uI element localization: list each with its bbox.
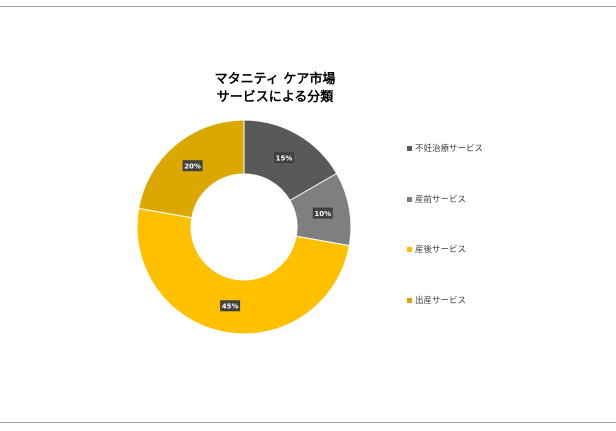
data-label-text-postnatal: 45% [222, 303, 239, 311]
legend-swatch-prenatal [407, 196, 412, 202]
chart-title-line-1: マタニティ ケア市場 [214, 72, 336, 87]
legend-item-postnatal: 産後サービス [407, 241, 466, 257]
data-label-box-delivery [182, 160, 203, 172]
data-label-postnatal: 45% [220, 300, 241, 312]
legend-label-prenatal: 産前サービス [415, 195, 467, 205]
data-label-text-delivery: 20% [184, 163, 201, 171]
data-label-infertility: 15% [274, 152, 294, 164]
data-label-prenatal: 10% [312, 207, 333, 219]
legend-swatch-delivery [407, 297, 412, 303]
data-label-text-prenatal: 10% [314, 210, 331, 218]
legend-swatch-infertility [407, 145, 412, 151]
chart-title: マタニティ ケア市場 サービスによる分類 [175, 71, 375, 107]
legend-label-postnatal: 産後サービス [415, 245, 467, 255]
chart-title-line-2: サービスによる分類 [216, 90, 334, 105]
bottom-border-line [0, 422, 616, 423]
top-border-line [0, 6, 616, 7]
legend-item-delivery: 出産サービス [407, 292, 466, 308]
donut-slice-postnatal [136, 207, 350, 335]
data-label-delivery: 20% [182, 160, 203, 172]
data-label-box-infertility [274, 152, 294, 164]
legend-item-infertility: 不妊治療サービス [407, 140, 483, 156]
legend-label-delivery: 出産サービス [415, 296, 467, 306]
legend-swatch-postnatal [407, 246, 412, 252]
data-label-text-infertility: 15% [276, 155, 293, 163]
data-label-box-prenatal [312, 207, 333, 219]
data-label-box-postnatal [220, 300, 241, 312]
legend-item-prenatal: 産前サービス [407, 191, 466, 207]
legend-label-infertility: 不妊治療サービス [415, 144, 484, 154]
